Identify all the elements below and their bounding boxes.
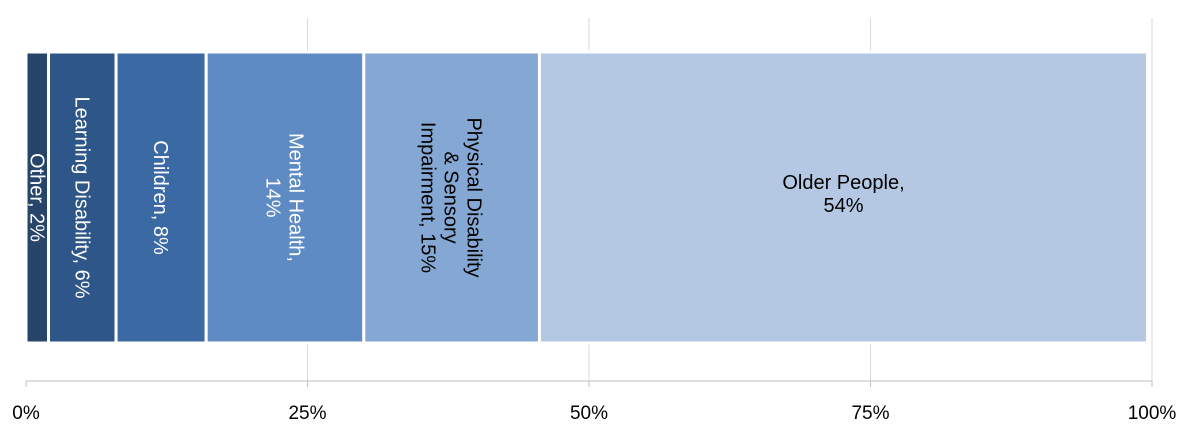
bar-segment: [114, 50, 208, 345]
data-label-line: 14%: [261, 177, 283, 217]
data-label-line: Children, 8%: [149, 140, 171, 255]
x-axis: 0% 25% 50% 75% 100%: [12, 380, 1177, 424]
data-label: Mental Health,14%: [261, 133, 306, 262]
x-tick-label: 50%: [570, 403, 608, 424]
x-tick-label: 25%: [288, 403, 326, 424]
data-label: Older People, 54%: [782, 172, 904, 217]
x-tick-label: 75%: [851, 403, 889, 424]
data-label: Physical Disability& SensoryImpairment, …: [417, 117, 485, 277]
x-tick-label: 0%: [12, 403, 40, 424]
bar-segments: Other, 2% Learning Disability, 6% Children…: [24, 50, 1149, 345]
data-label: Other, 2%: [25, 153, 47, 242]
data-label-line: Impairment, 15%: [417, 122, 439, 273]
data-label-line: Learning Disability, 6%: [70, 97, 92, 299]
data-label-line: Other, 2%: [25, 153, 47, 242]
bar-segment: [204, 50, 366, 345]
data-label: Children, 8%: [149, 140, 171, 255]
data-label-line: Physical Disability: [463, 117, 485, 277]
x-tick-label: 100%: [1128, 403, 1177, 424]
bar-segment: [362, 50, 541, 345]
bar-segment: [47, 50, 118, 345]
bar-segment: [537, 50, 1149, 345]
data-label-line: 54%: [823, 195, 863, 217]
data-label-line: & Sensory: [440, 151, 462, 243]
data-label: Learning Disability, 6%: [70, 97, 92, 299]
data-label-line: Mental Health,: [284, 133, 306, 262]
data-label-line: Older People,: [782, 172, 904, 194]
